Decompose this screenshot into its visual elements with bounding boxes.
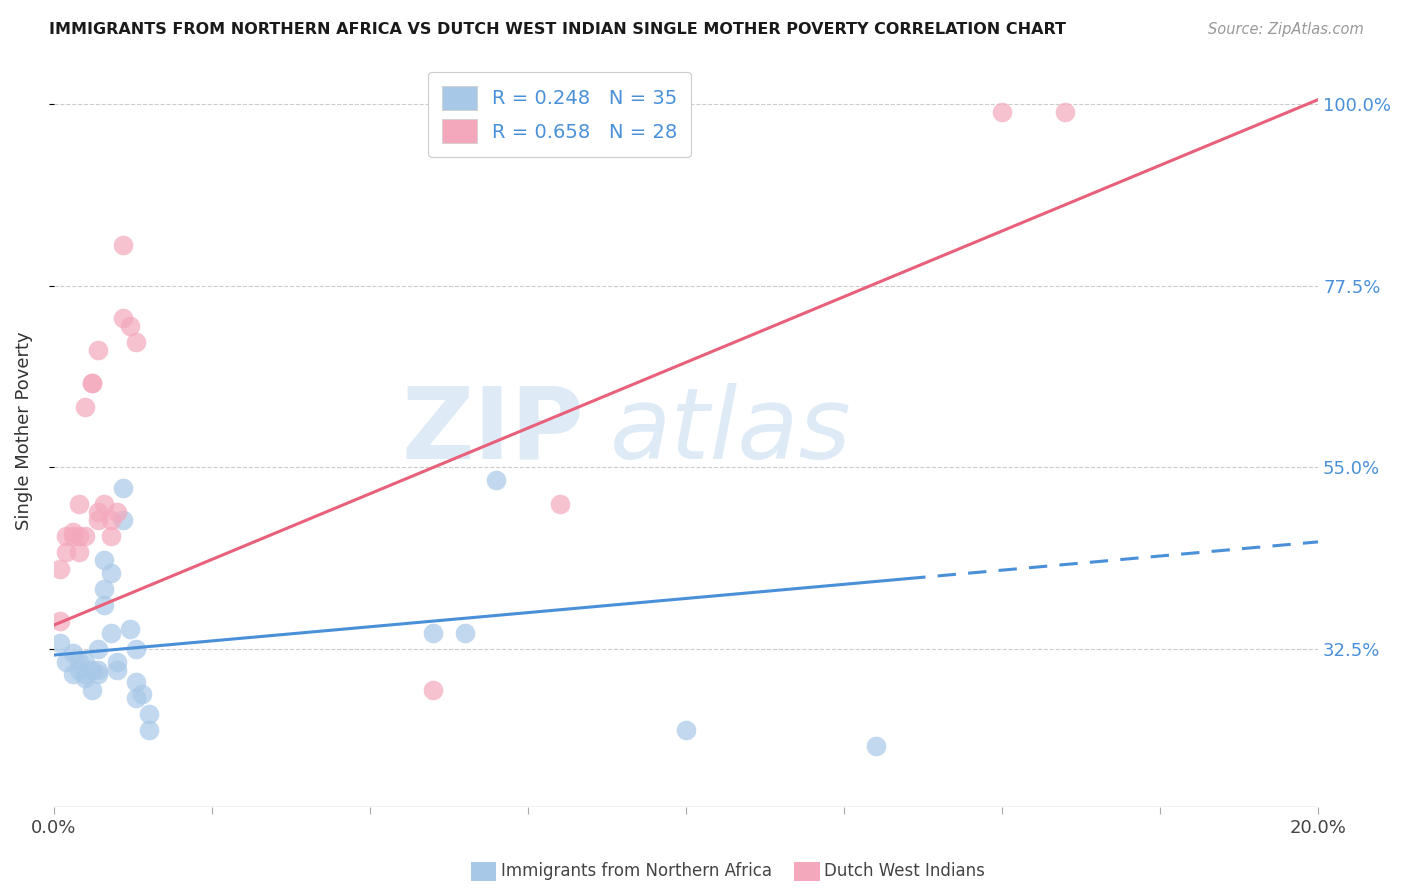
Point — [80, 376, 103, 390]
Point — [118, 318, 141, 333]
Point — [87, 666, 110, 681]
Point — [62, 525, 84, 540]
Text: atlas: atlas — [610, 383, 852, 480]
Point — [422, 626, 444, 640]
Point — [125, 335, 148, 350]
Point — [112, 310, 135, 325]
Point — [1054, 104, 1077, 119]
Point — [49, 636, 72, 650]
Point — [100, 626, 122, 640]
Point — [991, 104, 1014, 119]
Point — [105, 655, 128, 669]
Point — [75, 400, 97, 414]
Point — [100, 529, 122, 543]
Point — [105, 663, 128, 677]
Point — [454, 626, 477, 640]
Point — [125, 690, 148, 705]
Point — [62, 529, 84, 543]
Point — [100, 566, 122, 580]
Point — [131, 687, 153, 701]
Y-axis label: Single Mother Poverty: Single Mother Poverty — [15, 332, 32, 531]
Point — [67, 663, 90, 677]
Point — [138, 707, 160, 722]
Point — [80, 663, 103, 677]
Point — [80, 682, 103, 697]
Point — [112, 481, 135, 495]
Point — [548, 497, 571, 511]
Point — [67, 545, 90, 559]
Point — [105, 505, 128, 519]
Point — [87, 505, 110, 519]
Text: ZIP: ZIP — [402, 383, 585, 480]
Point — [138, 723, 160, 738]
Point — [125, 674, 148, 689]
Point — [49, 561, 72, 575]
Point — [87, 513, 110, 527]
Point — [112, 238, 135, 252]
Point — [67, 529, 90, 543]
Point — [100, 513, 122, 527]
Point — [80, 376, 103, 390]
Point — [55, 529, 77, 543]
Text: Immigrants from Northern Africa: Immigrants from Northern Africa — [501, 863, 772, 880]
Legend: R = 0.248   N = 35, R = 0.658   N = 28: R = 0.248 N = 35, R = 0.658 N = 28 — [427, 72, 692, 157]
Point — [75, 666, 97, 681]
Point — [67, 497, 90, 511]
Point — [93, 598, 115, 612]
Point — [49, 614, 72, 628]
Point — [55, 545, 77, 559]
Point — [675, 723, 697, 738]
Point — [62, 647, 84, 661]
Point — [93, 497, 115, 511]
Point — [87, 663, 110, 677]
Point — [112, 513, 135, 527]
Point — [67, 655, 90, 669]
Text: Source: ZipAtlas.com: Source: ZipAtlas.com — [1208, 22, 1364, 37]
Point — [93, 553, 115, 567]
Point — [75, 671, 97, 685]
Point — [118, 622, 141, 636]
Point — [75, 529, 97, 543]
Point — [87, 343, 110, 358]
Text: IMMIGRANTS FROM NORTHERN AFRICA VS DUTCH WEST INDIAN SINGLE MOTHER POVERTY CORRE: IMMIGRANTS FROM NORTHERN AFRICA VS DUTCH… — [49, 22, 1066, 37]
Point — [485, 473, 508, 487]
Point — [55, 655, 77, 669]
Point — [93, 582, 115, 596]
Point — [75, 655, 97, 669]
Point — [87, 642, 110, 657]
Point — [865, 739, 887, 754]
Point — [125, 642, 148, 657]
Point — [422, 682, 444, 697]
Text: Dutch West Indians: Dutch West Indians — [824, 863, 984, 880]
Point — [62, 666, 84, 681]
